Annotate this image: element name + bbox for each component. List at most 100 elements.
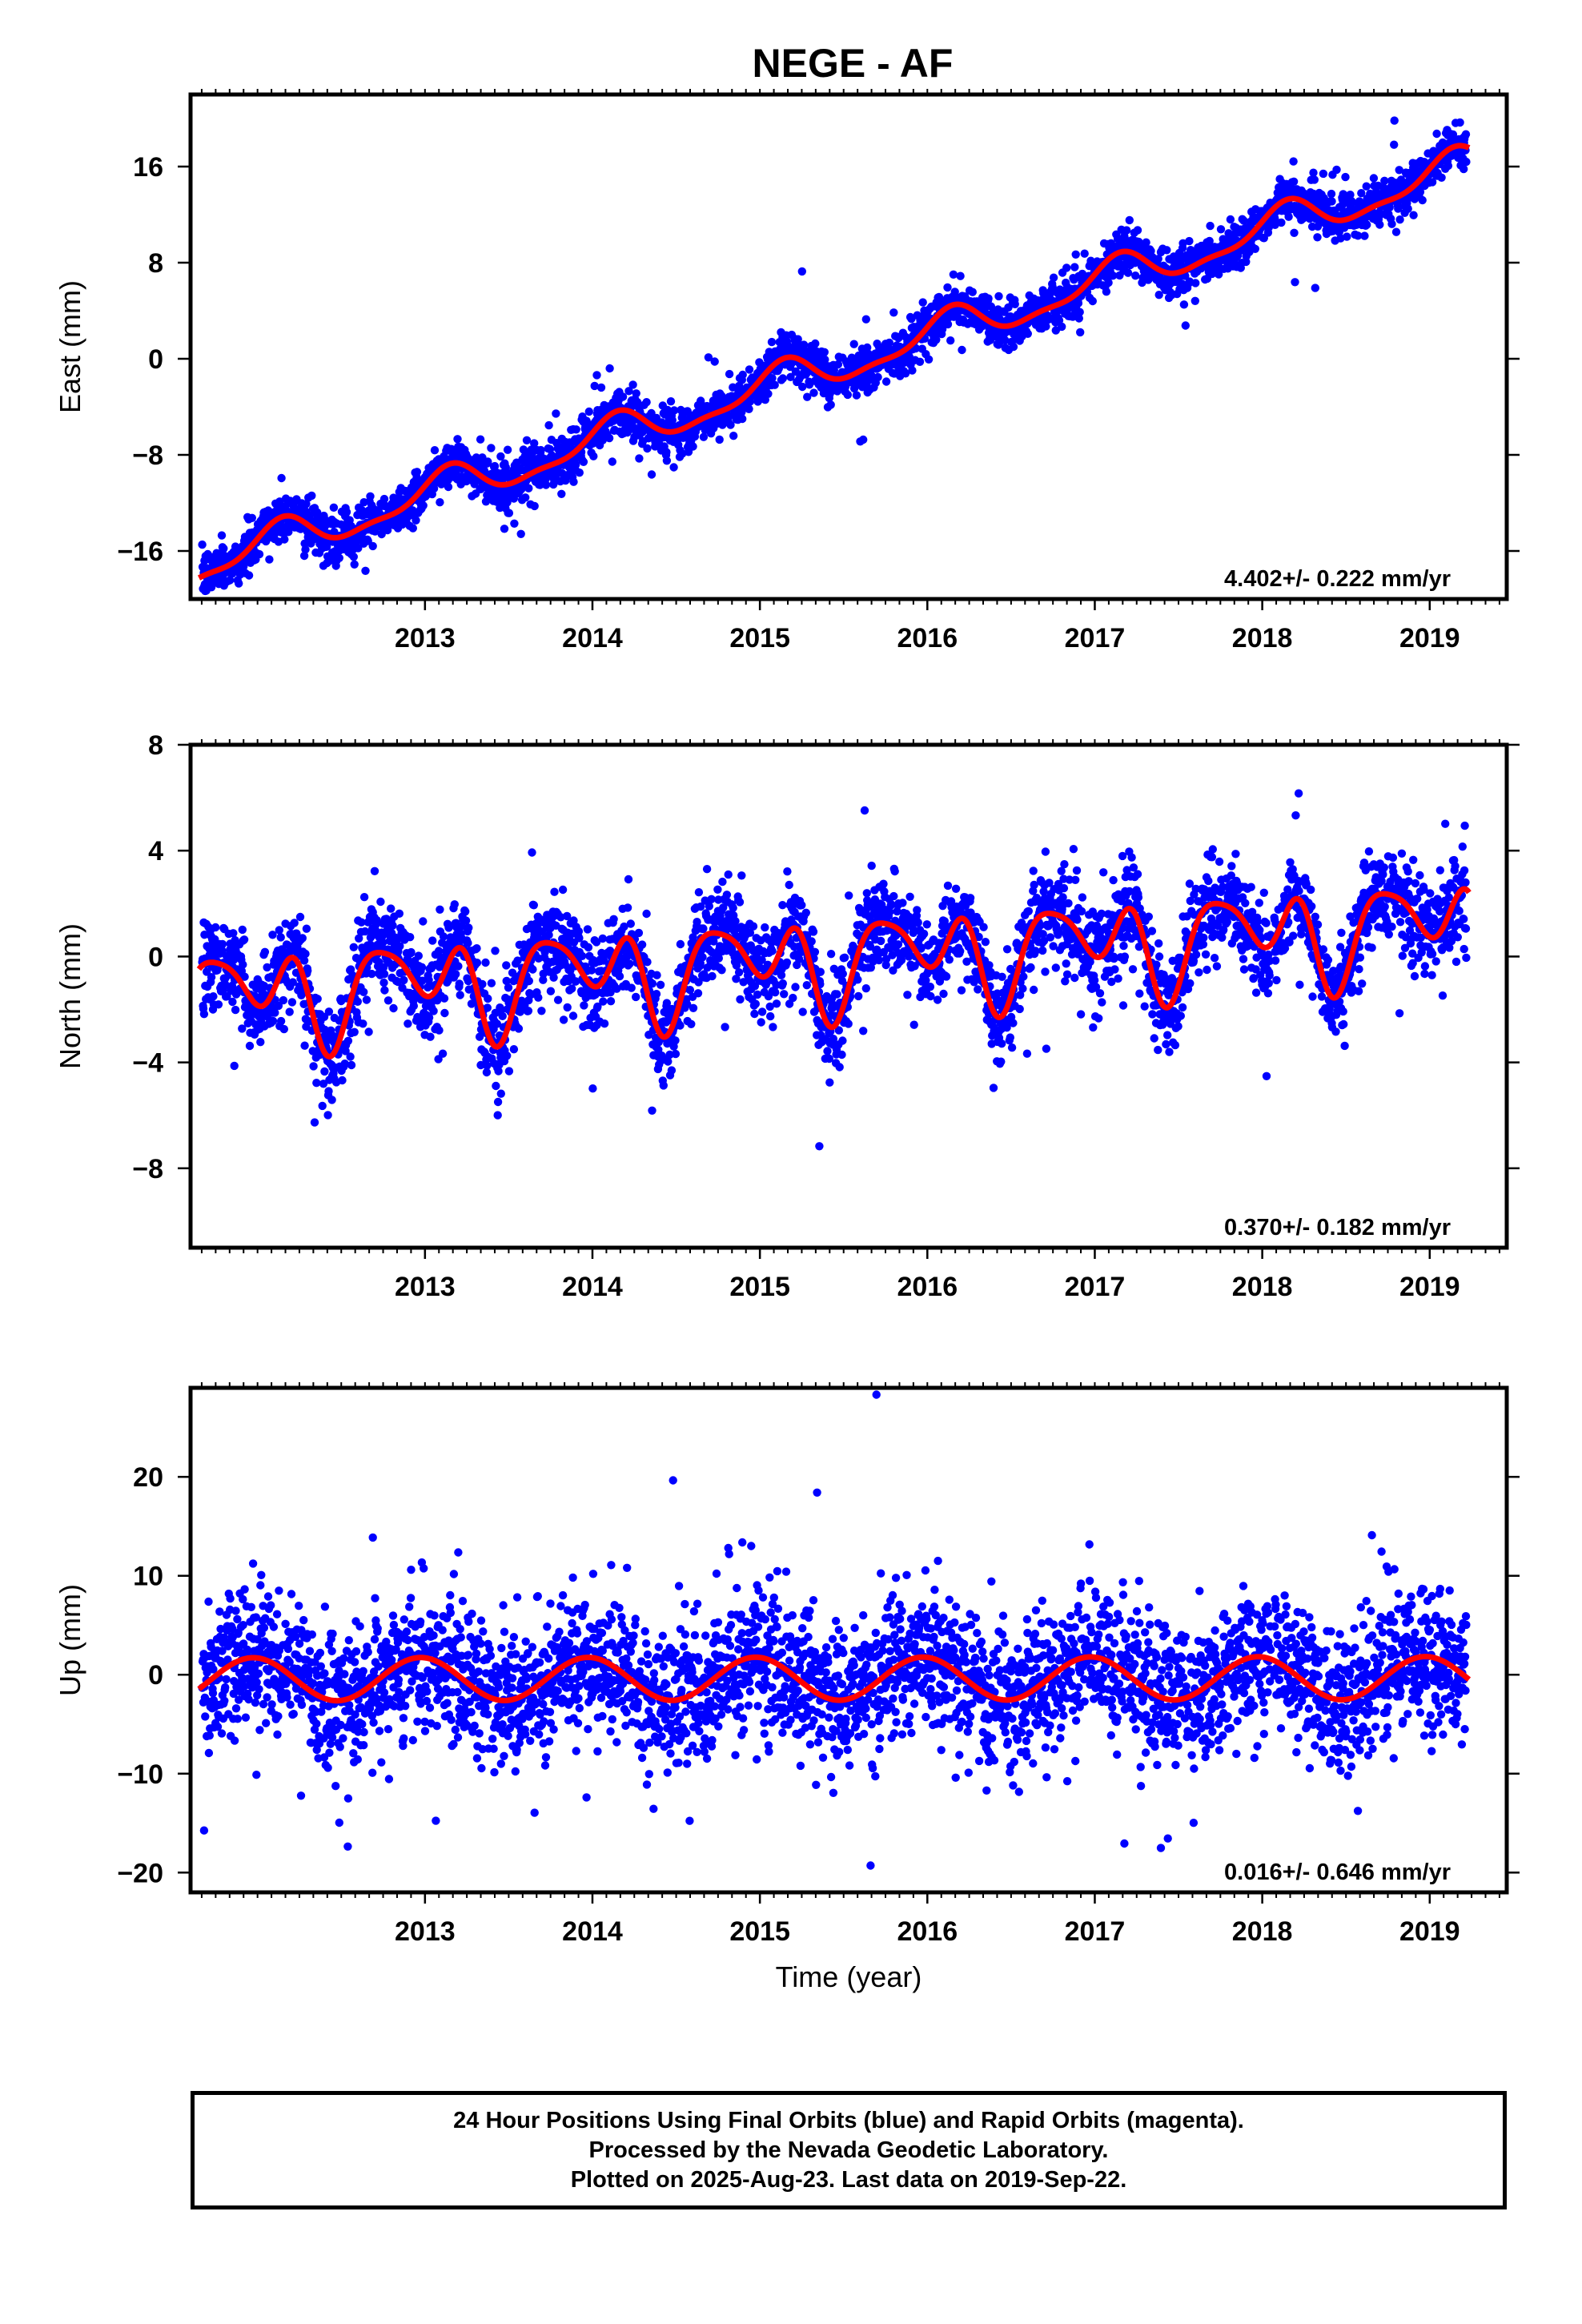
data-point xyxy=(359,1019,367,1028)
y-tick-label: −8 xyxy=(132,440,163,471)
data-point xyxy=(593,1002,602,1011)
data-point xyxy=(1415,187,1425,196)
data-point xyxy=(1215,270,1223,279)
data-point xyxy=(1461,130,1471,139)
data-point xyxy=(395,909,404,919)
data-point xyxy=(606,997,616,1006)
data-point xyxy=(1341,172,1350,182)
data-point xyxy=(537,1007,546,1015)
data-point xyxy=(1327,189,1336,199)
data-point xyxy=(589,452,598,460)
data-point xyxy=(380,986,389,995)
data-point xyxy=(1289,157,1298,166)
data-point xyxy=(360,927,370,936)
data-point xyxy=(268,931,277,939)
data-point xyxy=(452,970,460,979)
data-point xyxy=(915,357,925,366)
data-point xyxy=(256,1038,265,1047)
data-point xyxy=(280,535,289,544)
data-point xyxy=(588,1084,597,1093)
data-point xyxy=(738,370,747,380)
data-point xyxy=(1131,271,1140,280)
x-tick-label: 2014 xyxy=(562,623,623,653)
data-point xyxy=(881,377,891,386)
data-point xyxy=(863,343,872,352)
data-point xyxy=(370,866,379,876)
data-point xyxy=(244,571,254,580)
data-point xyxy=(334,1272,342,1280)
data-point xyxy=(1023,329,1033,338)
data-point xyxy=(664,1057,673,1066)
data-point xyxy=(676,939,685,949)
data-point xyxy=(1310,175,1319,184)
data-point xyxy=(669,463,678,472)
data-point xyxy=(301,949,310,959)
data-point xyxy=(1181,321,1191,330)
figure-title: NEGE - AF xyxy=(753,41,954,86)
panel-east: 2013 2014 2015 2016 2017 2018 2019−16−80816Eas… xyxy=(54,89,1520,653)
data-point xyxy=(491,947,500,955)
data-point xyxy=(324,1087,333,1096)
data-point xyxy=(901,369,910,378)
data-point xyxy=(849,340,858,348)
data-point xyxy=(1074,314,1084,323)
data-point xyxy=(503,1051,512,1060)
data-point xyxy=(238,1024,247,1033)
data-point xyxy=(209,992,218,1001)
y-tick-label: −16 xyxy=(117,537,163,567)
data-point xyxy=(1357,189,1366,198)
data-point xyxy=(428,936,437,945)
data-point xyxy=(503,445,512,454)
data-point xyxy=(563,911,572,921)
data-point xyxy=(1427,178,1437,187)
data-point xyxy=(327,1096,336,1104)
data-point xyxy=(217,531,227,540)
data-point xyxy=(1239,216,1248,225)
data-point xyxy=(502,961,511,970)
data-point xyxy=(493,1111,502,1120)
data-point xyxy=(409,1001,418,1011)
data-point xyxy=(563,1003,572,1012)
data-point xyxy=(340,1059,349,1068)
data-point xyxy=(219,544,228,553)
data-point xyxy=(494,1067,503,1076)
data-point xyxy=(536,445,545,455)
data-point xyxy=(647,470,656,479)
data-point xyxy=(569,477,578,486)
data-point xyxy=(1394,204,1403,213)
data-point xyxy=(444,482,453,492)
data-point xyxy=(1284,212,1293,221)
data-point xyxy=(372,916,381,925)
data-point xyxy=(592,938,601,947)
data-point xyxy=(450,900,459,909)
data-point xyxy=(290,919,299,927)
data-point xyxy=(500,525,509,533)
data-point xyxy=(219,605,227,613)
data-point xyxy=(440,994,449,1003)
x-tick-label: 2015 xyxy=(729,623,790,653)
data-point xyxy=(662,456,672,465)
data-point xyxy=(683,999,692,1009)
data-point xyxy=(497,1005,506,1015)
data-point xyxy=(580,1001,588,1010)
data-point xyxy=(625,959,634,968)
data-point xyxy=(238,925,247,935)
data-point xyxy=(575,934,584,943)
data-point xyxy=(628,380,637,389)
data-point xyxy=(584,407,593,416)
data-point xyxy=(501,463,510,472)
data-point xyxy=(687,1019,696,1029)
data-point xyxy=(809,388,818,397)
data-point xyxy=(1154,291,1163,300)
data-point xyxy=(366,492,375,501)
data-point xyxy=(461,907,470,916)
data-point xyxy=(318,1101,327,1111)
data-point xyxy=(354,544,363,553)
data-point xyxy=(590,381,599,391)
data-point xyxy=(343,1036,353,1046)
data-point xyxy=(429,1007,438,1015)
data-point xyxy=(482,1068,492,1077)
data-point xyxy=(419,917,428,926)
data-point xyxy=(725,369,734,379)
data-point xyxy=(861,315,871,324)
